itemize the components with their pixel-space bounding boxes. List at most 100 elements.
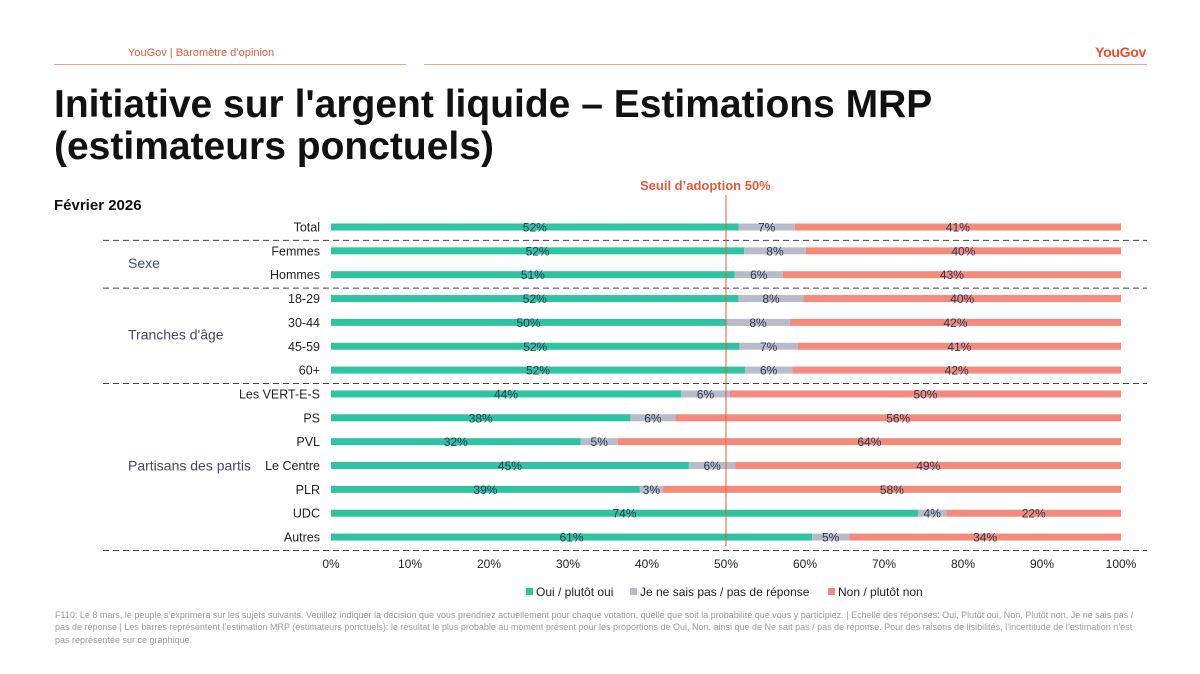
bar-segment: [331, 247, 745, 255]
category-label: Autres: [284, 531, 320, 545]
legend-swatch: [526, 588, 533, 595]
bar-segment: [331, 533, 813, 541]
data-label: 40%: [950, 292, 974, 306]
data-label: 50%: [516, 316, 540, 330]
category-label: 18-29: [288, 292, 320, 306]
data-label: 38%: [469, 411, 493, 425]
data-label: 8%: [762, 292, 780, 306]
category-label: PS: [303, 411, 320, 425]
x-tick-label: 10%: [398, 557, 422, 571]
header-divider-right: [424, 64, 1147, 65]
data-label: 39%: [473, 483, 497, 497]
x-tick-label: 70%: [872, 557, 896, 571]
bar-segment: [946, 509, 1121, 517]
bar-segment: [331, 509, 918, 517]
slide-title: Initiative sur l'argent liquide – Estima…: [54, 83, 932, 168]
bar-segment: [331, 462, 689, 469]
data-label: 7%: [760, 340, 778, 354]
bar-segment: [797, 342, 1121, 350]
bar-segment: [794, 223, 1121, 231]
data-label: 42%: [943, 316, 967, 330]
bar-segment: [675, 414, 1121, 422]
bar-segment: [812, 533, 850, 541]
bar-segment: [680, 390, 730, 398]
category-label: Femmes: [271, 244, 320, 258]
category-label: Les VERT-E-S: [239, 387, 320, 401]
bar-segment: [331, 485, 640, 493]
data-label: 45%: [498, 459, 522, 473]
threshold-label: Seuil d’adoption 50%: [640, 178, 771, 193]
category-label: Total: [294, 221, 320, 235]
category-label: 30-44: [288, 316, 320, 330]
bar-segment: [331, 390, 681, 398]
data-label: 64%: [857, 435, 881, 449]
legend-swatch: [828, 588, 835, 595]
data-label: 50%: [913, 387, 937, 401]
bar-segment: [580, 438, 618, 446]
data-label: 41%: [946, 221, 970, 235]
bar-segment: [331, 295, 739, 303]
bar-segment: [782, 271, 1121, 279]
bar-segment: [744, 247, 806, 255]
data-label: 4%: [924, 507, 942, 521]
data-label: 43%: [940, 268, 964, 282]
data-label: 8%: [766, 244, 784, 258]
x-tick-label: 20%: [477, 557, 501, 571]
category-label: Hommes: [270, 268, 320, 282]
data-label: 52%: [526, 364, 550, 378]
data-label: 52%: [523, 292, 547, 306]
data-label: 51%: [521, 268, 545, 282]
category-label: UDC: [293, 507, 320, 521]
x-tick-label: 80%: [951, 557, 975, 571]
category-label: Le Centre: [265, 459, 320, 473]
category-label: PLR: [296, 483, 320, 497]
bar-segment: [617, 438, 1121, 446]
data-label: 52%: [523, 221, 547, 235]
legend-label: Je ne sais pas / pas de réponse: [640, 585, 810, 599]
legend-swatch: [630, 588, 637, 595]
data-label: 40%: [951, 244, 975, 258]
data-label: 6%: [644, 411, 662, 425]
data-label: 41%: [947, 340, 971, 354]
legend-label: Oui / plutôt oui: [536, 585, 613, 599]
survey-date: Février 2026: [54, 197, 142, 214]
group-label: Tranches d'âge: [128, 326, 224, 342]
data-label: 6%: [704, 459, 722, 473]
bar-segment: [331, 366, 745, 374]
x-tick-label: 90%: [1030, 557, 1054, 571]
data-label: 5%: [591, 435, 609, 449]
category-label: PVL: [296, 435, 320, 449]
bar-segment: [331, 271, 735, 279]
yougov-logo: YouGov: [1095, 44, 1146, 60]
bar-segment: [331, 223, 739, 231]
bar-segment: [917, 509, 947, 517]
bar-segment: [803, 295, 1121, 303]
data-label: 6%: [750, 268, 768, 282]
bar-segment: [662, 485, 1121, 493]
bar-segment: [735, 462, 1121, 469]
bar-segment: [639, 485, 663, 493]
bar-segment: [789, 318, 1121, 326]
bar-segment: [849, 533, 1121, 541]
bar-segment: [805, 247, 1121, 255]
bar-segment: [734, 271, 783, 279]
data-label: 52%: [523, 340, 547, 354]
data-label: 52%: [526, 244, 550, 258]
data-label: 7%: [758, 221, 776, 235]
bar-segment: [726, 318, 790, 326]
x-tick-label: 0%: [322, 557, 340, 571]
data-label: 56%: [886, 411, 910, 425]
data-label: 34%: [973, 531, 997, 545]
data-label: 44%: [494, 387, 518, 401]
data-label: 32%: [444, 435, 468, 449]
category-label: 60+: [299, 364, 320, 378]
bar-segment: [792, 366, 1121, 374]
bar-segment: [630, 414, 676, 422]
data-label: 22%: [1022, 507, 1046, 521]
bar-segment: [744, 366, 793, 374]
bar-segment: [739, 342, 798, 350]
header-divider-left: [54, 64, 406, 65]
legend-label: Non / plutôt non: [838, 585, 923, 599]
data-label: 49%: [916, 459, 940, 473]
bar-segment: [688, 462, 736, 469]
